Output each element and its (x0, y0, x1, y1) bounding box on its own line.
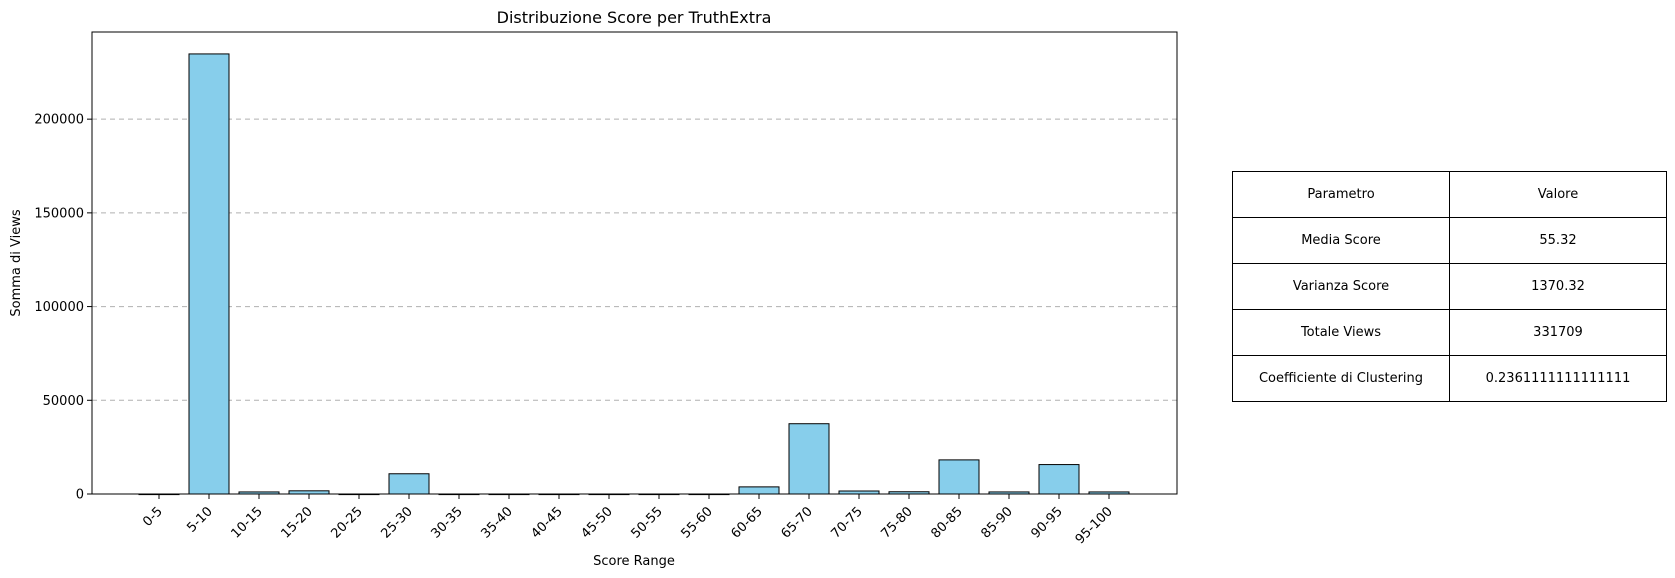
x-tick-label: 5-10 (184, 504, 215, 535)
x-tick-label: 10-15 (229, 504, 266, 541)
x-tick-label: 80-85 (929, 504, 966, 541)
x-tick-label: 90-95 (1029, 504, 1066, 541)
plot-frame (91, 31, 1178, 495)
x-tick-label: 70-75 (829, 504, 866, 541)
x-axis-label: Score Range (593, 554, 675, 569)
y-tick-label: 100000 (34, 300, 84, 315)
table-cell: 1370.32 (1449, 263, 1667, 310)
chart-title: Distribuzione Score per TruthExtra (497, 8, 772, 27)
table-cell: Totale Views (1232, 309, 1450, 356)
table-header-cell: Valore (1449, 171, 1667, 218)
table-row: Totale Views 331709 (1232, 309, 1667, 356)
y-axis-ticks: 0 50000 100000 150000 200000 (34, 113, 92, 503)
x-tick-label: 75-80 (879, 504, 916, 541)
table-header-cell: Parametro (1232, 171, 1450, 218)
table-cell: Media Score (1232, 217, 1450, 264)
bar-25-30 (388, 473, 430, 495)
x-tick-label: 25-30 (379, 504, 416, 541)
bar-80-85 (938, 459, 980, 495)
table-header-row: Parametro Valore (1232, 171, 1667, 218)
y-tick-label: 200000 (34, 113, 84, 128)
table-cell: Varianza Score (1232, 263, 1450, 310)
x-tick-label: 60-65 (729, 504, 766, 541)
stats-table: Parametro Valore Media Score 55.32 Varia… (1232, 171, 1667, 402)
y-axis-label: Somma di Views (9, 209, 24, 316)
x-tick-label: 85-90 (979, 504, 1016, 541)
bars (138, 53, 1130, 496)
x-tick-label: 65-70 (779, 504, 816, 541)
x-axis-ticks: 0-5 5-10 10-15 15-20 20-25 25-30 30-35 35-40 40-… (140, 494, 1116, 547)
y-tick-label: 150000 (34, 206, 84, 221)
x-tick-label: 35-40 (479, 504, 516, 541)
table-cell: 0.2361111111111111 (1449, 355, 1667, 402)
table-row: Coefficiente di Clustering 0.23611111111… (1232, 355, 1667, 402)
table-row: Varianza Score 1370.32 (1232, 263, 1667, 310)
x-tick-label: 95-100 (1073, 504, 1116, 547)
x-tick-label: 40-45 (529, 504, 566, 541)
y-tick-label: 50000 (43, 394, 84, 409)
table-cell: Coefficiente di Clustering (1232, 355, 1450, 402)
x-tick-label: 30-35 (429, 504, 466, 541)
x-tick-label: 15-20 (279, 504, 316, 541)
x-tick-label: 0-5 (140, 504, 166, 530)
bar-65-70 (788, 423, 830, 495)
x-tick-label: 45-50 (579, 504, 616, 541)
y-tick-label: 0 (76, 488, 84, 503)
x-tick-label: 55-60 (679, 504, 716, 541)
x-tick-label: 50-55 (629, 504, 666, 541)
bar-90-95 (1038, 464, 1080, 495)
bar-60-65 (738, 486, 780, 495)
x-tick-label: 20-25 (329, 504, 366, 541)
table-cell: 331709 (1449, 309, 1667, 356)
table-row: Media Score 55.32 (1232, 217, 1667, 264)
bar-5-10 (188, 53, 230, 495)
table-cell: 55.32 (1449, 217, 1667, 264)
grid-lines (92, 118, 1177, 401)
